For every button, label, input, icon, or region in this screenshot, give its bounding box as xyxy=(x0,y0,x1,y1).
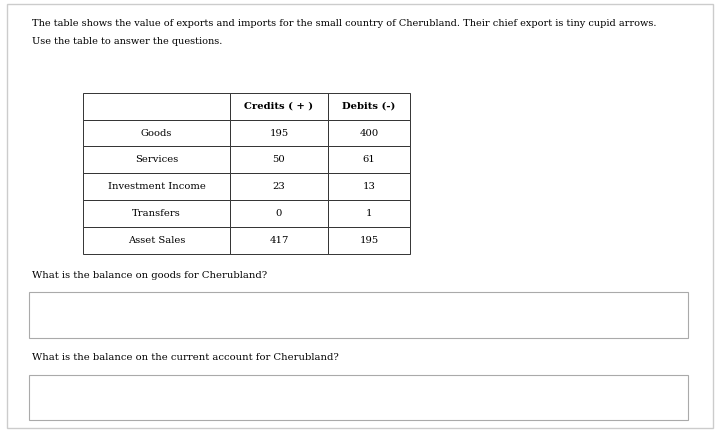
Text: 23: 23 xyxy=(273,182,285,191)
Bar xyxy=(230,227,328,254)
Bar xyxy=(230,173,328,200)
Bar xyxy=(328,146,410,173)
Text: The table shows the value of exports and imports for the small country of Cherub: The table shows the value of exports and… xyxy=(32,19,657,29)
Text: 50: 50 xyxy=(273,156,285,164)
FancyBboxPatch shape xyxy=(7,4,713,428)
Text: 400: 400 xyxy=(359,129,379,137)
Text: Investment Income: Investment Income xyxy=(108,182,205,191)
Bar xyxy=(230,200,328,227)
Text: Credits ( + ): Credits ( + ) xyxy=(244,102,314,111)
Bar xyxy=(328,173,410,200)
FancyBboxPatch shape xyxy=(29,375,688,420)
Bar xyxy=(230,93,328,120)
Text: Goods: Goods xyxy=(141,129,172,137)
Bar xyxy=(230,146,328,173)
Text: 195: 195 xyxy=(359,236,379,245)
Text: 13: 13 xyxy=(363,182,375,191)
Text: 61: 61 xyxy=(363,156,375,164)
Bar xyxy=(83,173,230,200)
Bar xyxy=(328,120,410,146)
Text: Use the table to answer the questions.: Use the table to answer the questions. xyxy=(32,37,222,46)
Text: 0: 0 xyxy=(276,209,282,218)
Bar xyxy=(328,93,410,120)
Bar xyxy=(83,93,230,120)
Text: 417: 417 xyxy=(269,236,289,245)
Text: Transfers: Transfers xyxy=(132,209,181,218)
Bar xyxy=(83,227,230,254)
Text: What is the balance on goods for Cherubland?: What is the balance on goods for Cherubl… xyxy=(32,271,268,280)
FancyBboxPatch shape xyxy=(29,292,688,338)
Bar xyxy=(83,146,230,173)
Bar xyxy=(328,200,410,227)
Bar xyxy=(83,120,230,146)
Text: Services: Services xyxy=(135,156,179,164)
Text: 1: 1 xyxy=(366,209,372,218)
Text: Asset Sales: Asset Sales xyxy=(128,236,185,245)
Bar xyxy=(83,200,230,227)
Bar xyxy=(230,120,328,146)
Bar xyxy=(328,227,410,254)
Text: What is the balance on the current account for Cherubland?: What is the balance on the current accou… xyxy=(32,353,339,362)
Text: 195: 195 xyxy=(269,129,289,137)
Text: Debits (-): Debits (-) xyxy=(342,102,396,111)
